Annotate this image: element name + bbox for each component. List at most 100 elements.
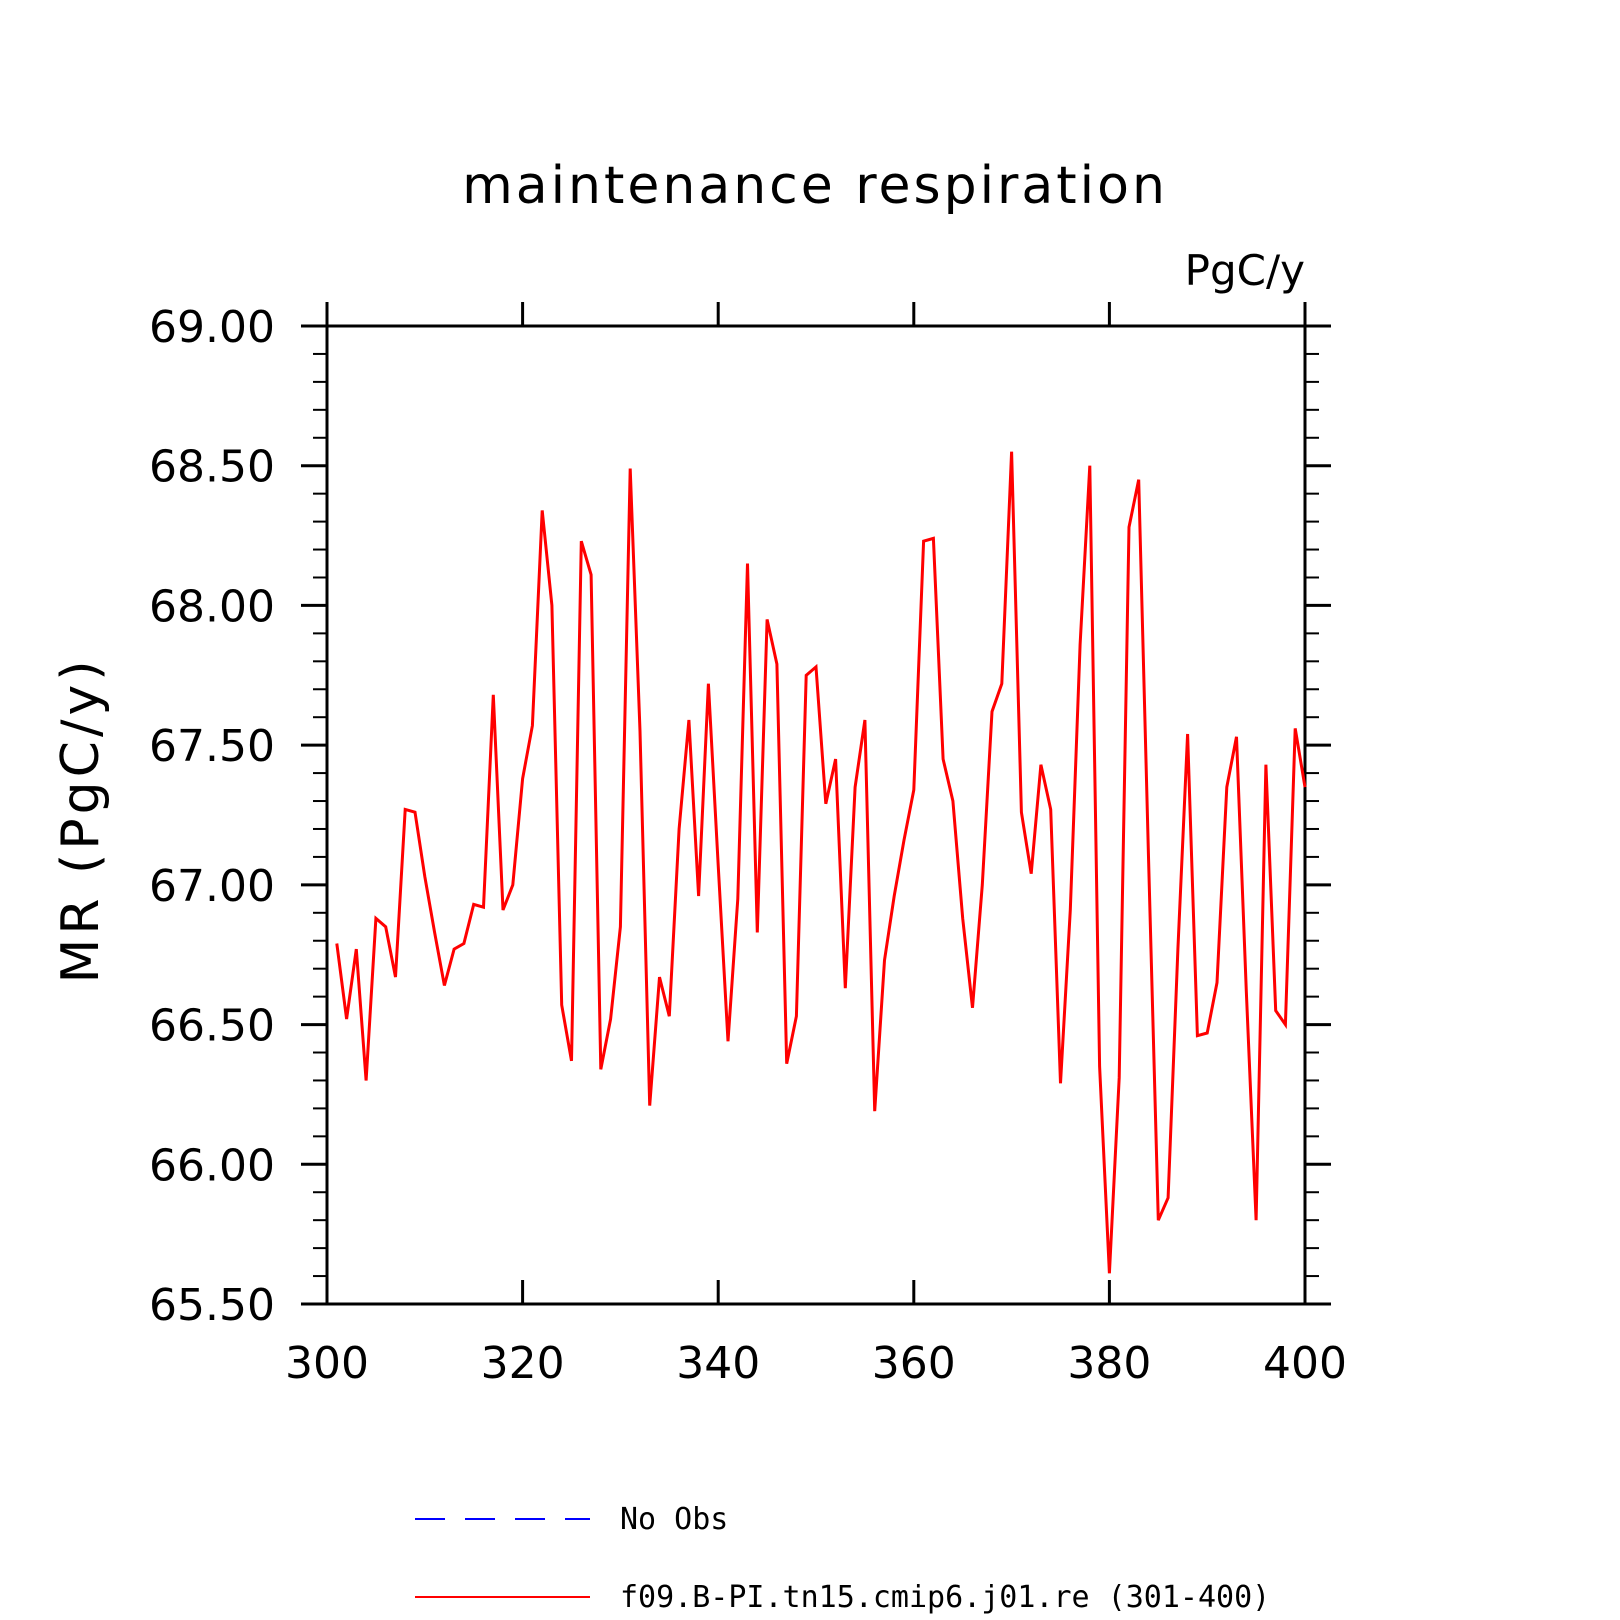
data-point: [355, 948, 358, 951]
data-point: [1186, 732, 1189, 735]
data-point: [1049, 808, 1052, 811]
data-point: [1215, 981, 1218, 984]
data-point: [815, 665, 818, 668]
plot-frame: [325, 324, 1307, 1306]
data-point: [1127, 526, 1130, 529]
data-point: [1020, 811, 1023, 814]
series-line-f09: [335, 451, 1307, 1274]
data-point: [1206, 1031, 1209, 1034]
data-point: [736, 897, 739, 900]
data-point: [365, 1079, 368, 1082]
data-point: [1284, 1023, 1287, 1026]
y-tick-label: 66.00: [149, 1140, 275, 1191]
data-point: [1079, 643, 1082, 646]
y-tick-label: 66.50: [149, 1001, 275, 1052]
x-tick-label: 380: [1067, 1338, 1151, 1389]
data-point: [863, 718, 866, 721]
x-tick-label: 320: [481, 1338, 565, 1389]
data-point: [599, 1068, 602, 1071]
y-axis-label: MR (PgC/y): [51, 656, 111, 983]
data-point: [717, 864, 720, 867]
data-point: [453, 948, 456, 951]
data-point: [384, 925, 387, 928]
data-point: [550, 604, 553, 607]
data-point: [951, 800, 954, 803]
data-point: [883, 959, 886, 962]
data-point: [492, 693, 495, 696]
data-point: [423, 875, 426, 878]
data-point: [1000, 682, 1003, 685]
data-point: [570, 1059, 573, 1062]
data-point: [1294, 727, 1297, 730]
data-point: [766, 618, 769, 621]
data-point: [433, 931, 436, 934]
data-point: [1264, 763, 1267, 766]
data-point: [1137, 478, 1140, 481]
data-point: [638, 730, 641, 733]
x-tick-label: 300: [285, 1338, 369, 1389]
axis-ticks: [301, 302, 1331, 1306]
data-point: [775, 663, 778, 666]
data-point: [1274, 1009, 1277, 1012]
data-point: [795, 1015, 798, 1018]
data-point: [991, 710, 994, 713]
x-tick-label: 340: [676, 1338, 760, 1389]
data-point: [1225, 786, 1228, 789]
data-point: [981, 883, 984, 886]
y-tick-label: 67.50: [149, 721, 275, 772]
data-point: [873, 1110, 876, 1113]
data-points: [335, 450, 1306, 1275]
data-point: [648, 1104, 651, 1107]
data-point: [971, 1006, 974, 1009]
data-point: [619, 925, 622, 928]
data-point: [785, 1062, 788, 1065]
x-tick-label: 400: [1263, 1338, 1347, 1389]
data-point: [746, 562, 749, 565]
data-point: [521, 777, 524, 780]
data-point: [1098, 1065, 1101, 1068]
data-point: [1108, 1272, 1111, 1275]
data-point: [414, 811, 417, 814]
data-point: [756, 931, 759, 934]
data-point: [1069, 909, 1072, 912]
data-point: [472, 903, 475, 906]
data-point: [1010, 450, 1013, 453]
data-point: [942, 758, 945, 761]
data-point: [345, 1017, 348, 1020]
data-point: [922, 540, 925, 543]
data-point: [678, 827, 681, 830]
data-point: [1088, 464, 1091, 467]
data-point: [658, 976, 661, 979]
data-point: [668, 1015, 671, 1018]
legend-label-no-obs: No Obs: [620, 1502, 728, 1537]
data-point: [1147, 855, 1150, 858]
data-point: [482, 906, 485, 909]
data-point: [854, 786, 857, 789]
data-point: [1176, 948, 1179, 951]
data-point: [404, 808, 407, 811]
data-point: [697, 895, 700, 898]
data-point: [443, 984, 446, 987]
data-point: [590, 573, 593, 576]
data-point: [394, 976, 397, 979]
data-point: [903, 839, 906, 842]
data-point: [844, 987, 847, 990]
legend: No Obs f09.B-PI.tn15.cmip6.j01.re (301-4…: [415, 1502, 1270, 1615]
data-point: [1235, 735, 1238, 738]
data-point: [834, 758, 837, 761]
legend-label-series: f09.B-PI.tn15.cmip6.j01.re (301-400): [620, 1580, 1270, 1615]
data-point: [335, 942, 338, 945]
data-point: [1255, 1219, 1258, 1222]
data-point: [609, 1017, 612, 1020]
data-point: [805, 674, 808, 677]
data-point: [1167, 1196, 1170, 1199]
data-point: [932, 537, 935, 540]
data-point: [531, 724, 534, 727]
data-point: [560, 1004, 563, 1007]
data-point: [502, 909, 505, 912]
data-point: [1157, 1219, 1160, 1222]
data-point: [462, 942, 465, 945]
y-tick-label: 67.00: [149, 861, 275, 912]
y-tick-label: 68.50: [149, 442, 275, 493]
data-point: [707, 682, 710, 685]
